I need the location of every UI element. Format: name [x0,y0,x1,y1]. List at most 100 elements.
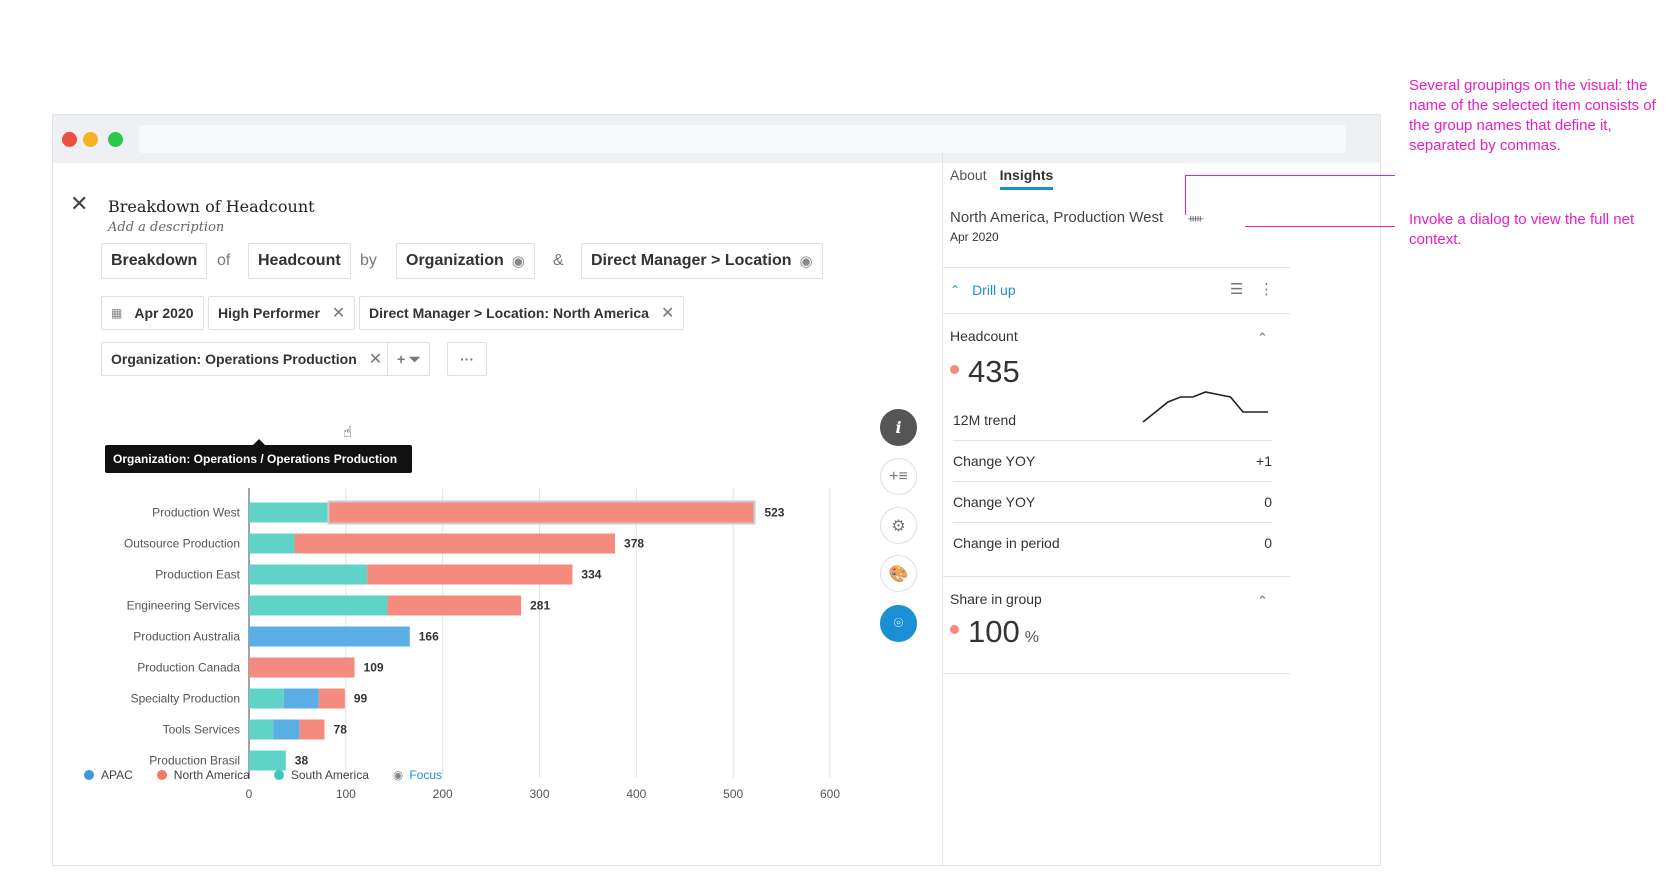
value-label: 166 [419,630,439,644]
bar-segment[interactable] [249,750,286,771]
page-title: Breakdown of Headcount [108,197,315,216]
value-label: 281 [530,599,550,613]
double-chevron-up-icon: ⌃ [950,283,961,297]
info-button[interactable]: i [880,409,917,446]
chevron-up-icon[interactable]: ⌃ [1257,330,1268,345]
add-filter-button[interactable]: + ⏷ [387,342,431,376]
focus-mode-button[interactable]: ⌾ [880,605,917,642]
annotation-line [1185,175,1395,176]
hand-cursor-icon: ☝ [343,424,353,441]
sidebar-tabs: About Insights [950,167,1066,190]
divider [943,313,1290,314]
remove-filter-icon[interactable]: ✕ [368,351,383,368]
share-value: 100 % [950,614,1039,650]
close-window-button[interactable] [62,132,77,147]
legend-dot [273,770,284,780]
series-dot [950,625,959,634]
description-field[interactable]: Add a description [108,220,225,235]
date-filter-chip[interactable]: ▦ Apr 2020 [101,296,204,330]
value-label: 109 [364,661,384,675]
x-tick-label: 600 [820,787,840,801]
breakdown-pill[interactable]: Breakdown [101,243,208,279]
legend-focus[interactable]: ◉ Focus [393,768,442,782]
app-window: ✕ Breakdown of Headcount Add a descripti… [52,114,1381,866]
bar-segment[interactable] [249,657,355,678]
legend-north-america[interactable]: North America [156,768,250,782]
legend-label: Focus [409,768,443,782]
chevron-up-icon[interactable]: ⌃ [1257,593,1268,608]
bar-highlight [327,500,756,525]
headcount-value: 435 [950,354,1020,390]
add-list-icon: +≡ [889,467,908,485]
x-tick-label: 0 [246,787,253,801]
category-label: Production Australia [133,630,240,644]
eye-icon: ◉ [392,768,404,782]
bar-segment[interactable] [367,564,573,585]
value-label: 78 [334,723,348,737]
bar-segment[interactable] [249,626,410,647]
by-connector: by [360,252,377,269]
bar-segment[interactable] [249,564,368,585]
address-bar[interactable] [139,125,1346,153]
annotation-groupings: Several groupings on the visual: the nam… [1409,77,1656,154]
legend-apac[interactable]: APAC [84,768,133,782]
main-panel: ✕ Breakdown of Headcount Add a descripti… [53,163,1013,867]
more-filters-button[interactable]: ··· [447,342,487,376]
measure-pill[interactable]: Headcount [248,243,351,279]
high-performer-filter-chip[interactable]: High Performer ✕ [208,296,356,330]
bar-segment[interactable] [249,502,328,523]
palette-button[interactable]: 🎨 [880,555,917,592]
bar-segment[interactable] [249,688,284,709]
vertical-more-icon[interactable]: ⋮ [1259,281,1274,298]
bar-segment[interactable] [273,719,300,740]
palette-icon: 🎨 [888,565,909,583]
bar-segment[interactable] [299,719,325,740]
dimension-organization-pill[interactable]: Organization ◉ [396,243,535,279]
organization-filter-chip[interactable]: Organization: Operations Production ✕ [101,342,393,376]
category-label: Outsource Production [124,537,240,551]
divider [943,267,1290,268]
divider [943,576,1290,577]
info-icon: i [895,418,902,437]
drill-up-link[interactable]: ⌃ Drill up [950,282,1016,298]
remove-filter-icon[interactable]: ✕ [660,305,675,322]
eye-icon[interactable]: ◉ [799,253,813,270]
bar-segment[interactable] [249,719,274,740]
remove-filter-icon[interactable]: ✕ [331,305,346,322]
maximize-window-button[interactable] [108,132,123,147]
tooltip-text: Organization: Operations / Operations Pr… [113,452,398,466]
selected-item-date: Apr 2020 [950,230,999,244]
bar-segment[interactable] [249,595,388,616]
settings-button[interactable]: ⚙ [880,507,917,544]
tab-insights[interactable]: Insights [999,167,1054,190]
dimension-manager-location-pill[interactable]: Direct Manager > Location ◉ [581,243,823,279]
value-label: 523 [764,506,784,520]
tab-about[interactable]: About [950,167,987,183]
list-icon[interactable]: ☰ [1230,281,1244,298]
titlebar [53,115,1380,163]
bars[interactable] [249,500,756,771]
minimize-window-button[interactable] [83,132,98,147]
location-filter-label: Direct Manager > Location: North America [369,305,649,321]
bar-segment[interactable] [294,533,616,554]
add-list-button[interactable]: +≡ [880,458,917,495]
bar-segment[interactable] [327,502,756,523]
bar-segment[interactable] [318,688,345,709]
bar-segment[interactable] [249,533,295,554]
location-filter-chip[interactable]: Direct Manager > Location: North America… [359,296,685,330]
close-icon[interactable]: ✕ [70,191,89,216]
share-number: 100 [968,614,1020,649]
legend-south-america[interactable]: South America [273,768,369,782]
date-filter-label: Apr 2020 [134,305,194,321]
trend-line [1142,391,1268,423]
bar-segment[interactable] [283,688,319,709]
net-context-icon[interactable]: ᚔ [1188,213,1204,225]
bar-segment[interactable] [387,595,522,616]
of-connector: of [217,252,231,269]
category-label: Production Brasil [149,754,240,768]
annotation-line [1245,226,1395,227]
amp-connector: & [553,252,564,269]
breakdown-label: Breakdown [111,252,198,269]
filter-tooltip: Organization: Operations / Operations Pr… [105,439,412,473]
eye-icon[interactable]: ◉ [511,253,525,270]
